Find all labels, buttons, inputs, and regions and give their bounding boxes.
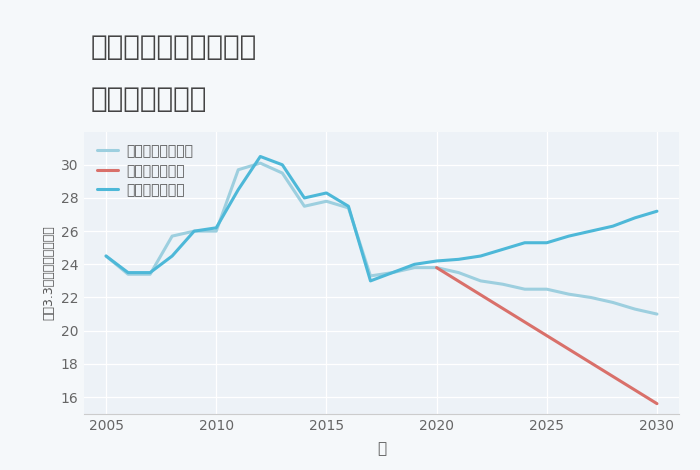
ノーマルシナリオ — [542, 286, 551, 292]
ノーマルシナリオ — [587, 295, 595, 300]
グッドシナリオ — [433, 258, 441, 264]
ノーマルシナリオ — [366, 273, 375, 279]
ノーマルシナリオ — [322, 198, 330, 204]
グッドシナリオ — [653, 208, 662, 214]
グッドシナリオ — [587, 228, 595, 234]
グッドシナリオ — [146, 270, 154, 275]
ノーマルシナリオ — [653, 311, 662, 317]
Text: 千葉県成田市東ノ台の: 千葉県成田市東ノ台の — [91, 33, 258, 61]
Line: バッドシナリオ: バッドシナリオ — [437, 267, 657, 404]
X-axis label: 年: 年 — [377, 441, 386, 456]
グッドシナリオ — [344, 204, 353, 209]
ノーマルシナリオ — [454, 270, 463, 275]
ノーマルシナリオ — [433, 265, 441, 270]
ノーマルシナリオ — [565, 291, 573, 297]
ノーマルシナリオ — [278, 170, 286, 176]
ノーマルシナリオ — [168, 233, 176, 239]
ノーマルシナリオ — [124, 272, 132, 277]
グッドシナリオ — [212, 225, 220, 231]
Line: ノーマルシナリオ: ノーマルシナリオ — [106, 163, 657, 314]
ノーマルシナリオ — [300, 204, 309, 209]
グッドシナリオ — [102, 253, 110, 259]
グッドシナリオ — [234, 187, 242, 193]
グッドシナリオ — [168, 253, 176, 259]
Y-axis label: 坪（3.3㎡）単価（万円）: 坪（3.3㎡）単価（万円） — [42, 225, 55, 320]
Text: 土地の価格推移: 土地の価格推移 — [91, 85, 207, 113]
グッドシナリオ — [278, 162, 286, 168]
グッドシナリオ — [477, 253, 485, 259]
ノーマルシナリオ — [256, 160, 265, 166]
バッドシナリオ — [433, 265, 441, 270]
Line: グッドシナリオ: グッドシナリオ — [106, 157, 657, 281]
ノーマルシナリオ — [102, 253, 110, 259]
グッドシナリオ — [410, 261, 419, 267]
グッドシナリオ — [124, 270, 132, 275]
ノーマルシナリオ — [609, 300, 617, 306]
ノーマルシナリオ — [477, 278, 485, 284]
グッドシナリオ — [322, 190, 330, 196]
グッドシナリオ — [366, 278, 375, 284]
ノーマルシナリオ — [389, 270, 397, 275]
ノーマルシナリオ — [212, 228, 220, 234]
グッドシナリオ — [389, 270, 397, 275]
Legend: ノーマルシナリオ, バッドシナリオ, グッドシナリオ: ノーマルシナリオ, バッドシナリオ, グッドシナリオ — [97, 144, 193, 197]
グッドシナリオ — [190, 228, 198, 234]
グッドシナリオ — [631, 215, 639, 221]
グッドシナリオ — [609, 223, 617, 229]
バッドシナリオ — [653, 401, 662, 407]
ノーマルシナリオ — [631, 306, 639, 312]
ノーマルシナリオ — [190, 228, 198, 234]
ノーマルシナリオ — [146, 272, 154, 277]
ノーマルシナリオ — [521, 286, 529, 292]
グッドシナリオ — [300, 195, 309, 201]
グッドシナリオ — [565, 233, 573, 239]
グッドシナリオ — [521, 240, 529, 245]
ノーマルシナリオ — [234, 167, 242, 172]
ノーマルシナリオ — [498, 282, 507, 287]
グッドシナリオ — [498, 247, 507, 252]
ノーマルシナリオ — [344, 205, 353, 211]
グッドシナリオ — [256, 154, 265, 159]
ノーマルシナリオ — [410, 265, 419, 270]
グッドシナリオ — [454, 257, 463, 262]
グッドシナリオ — [542, 240, 551, 245]
